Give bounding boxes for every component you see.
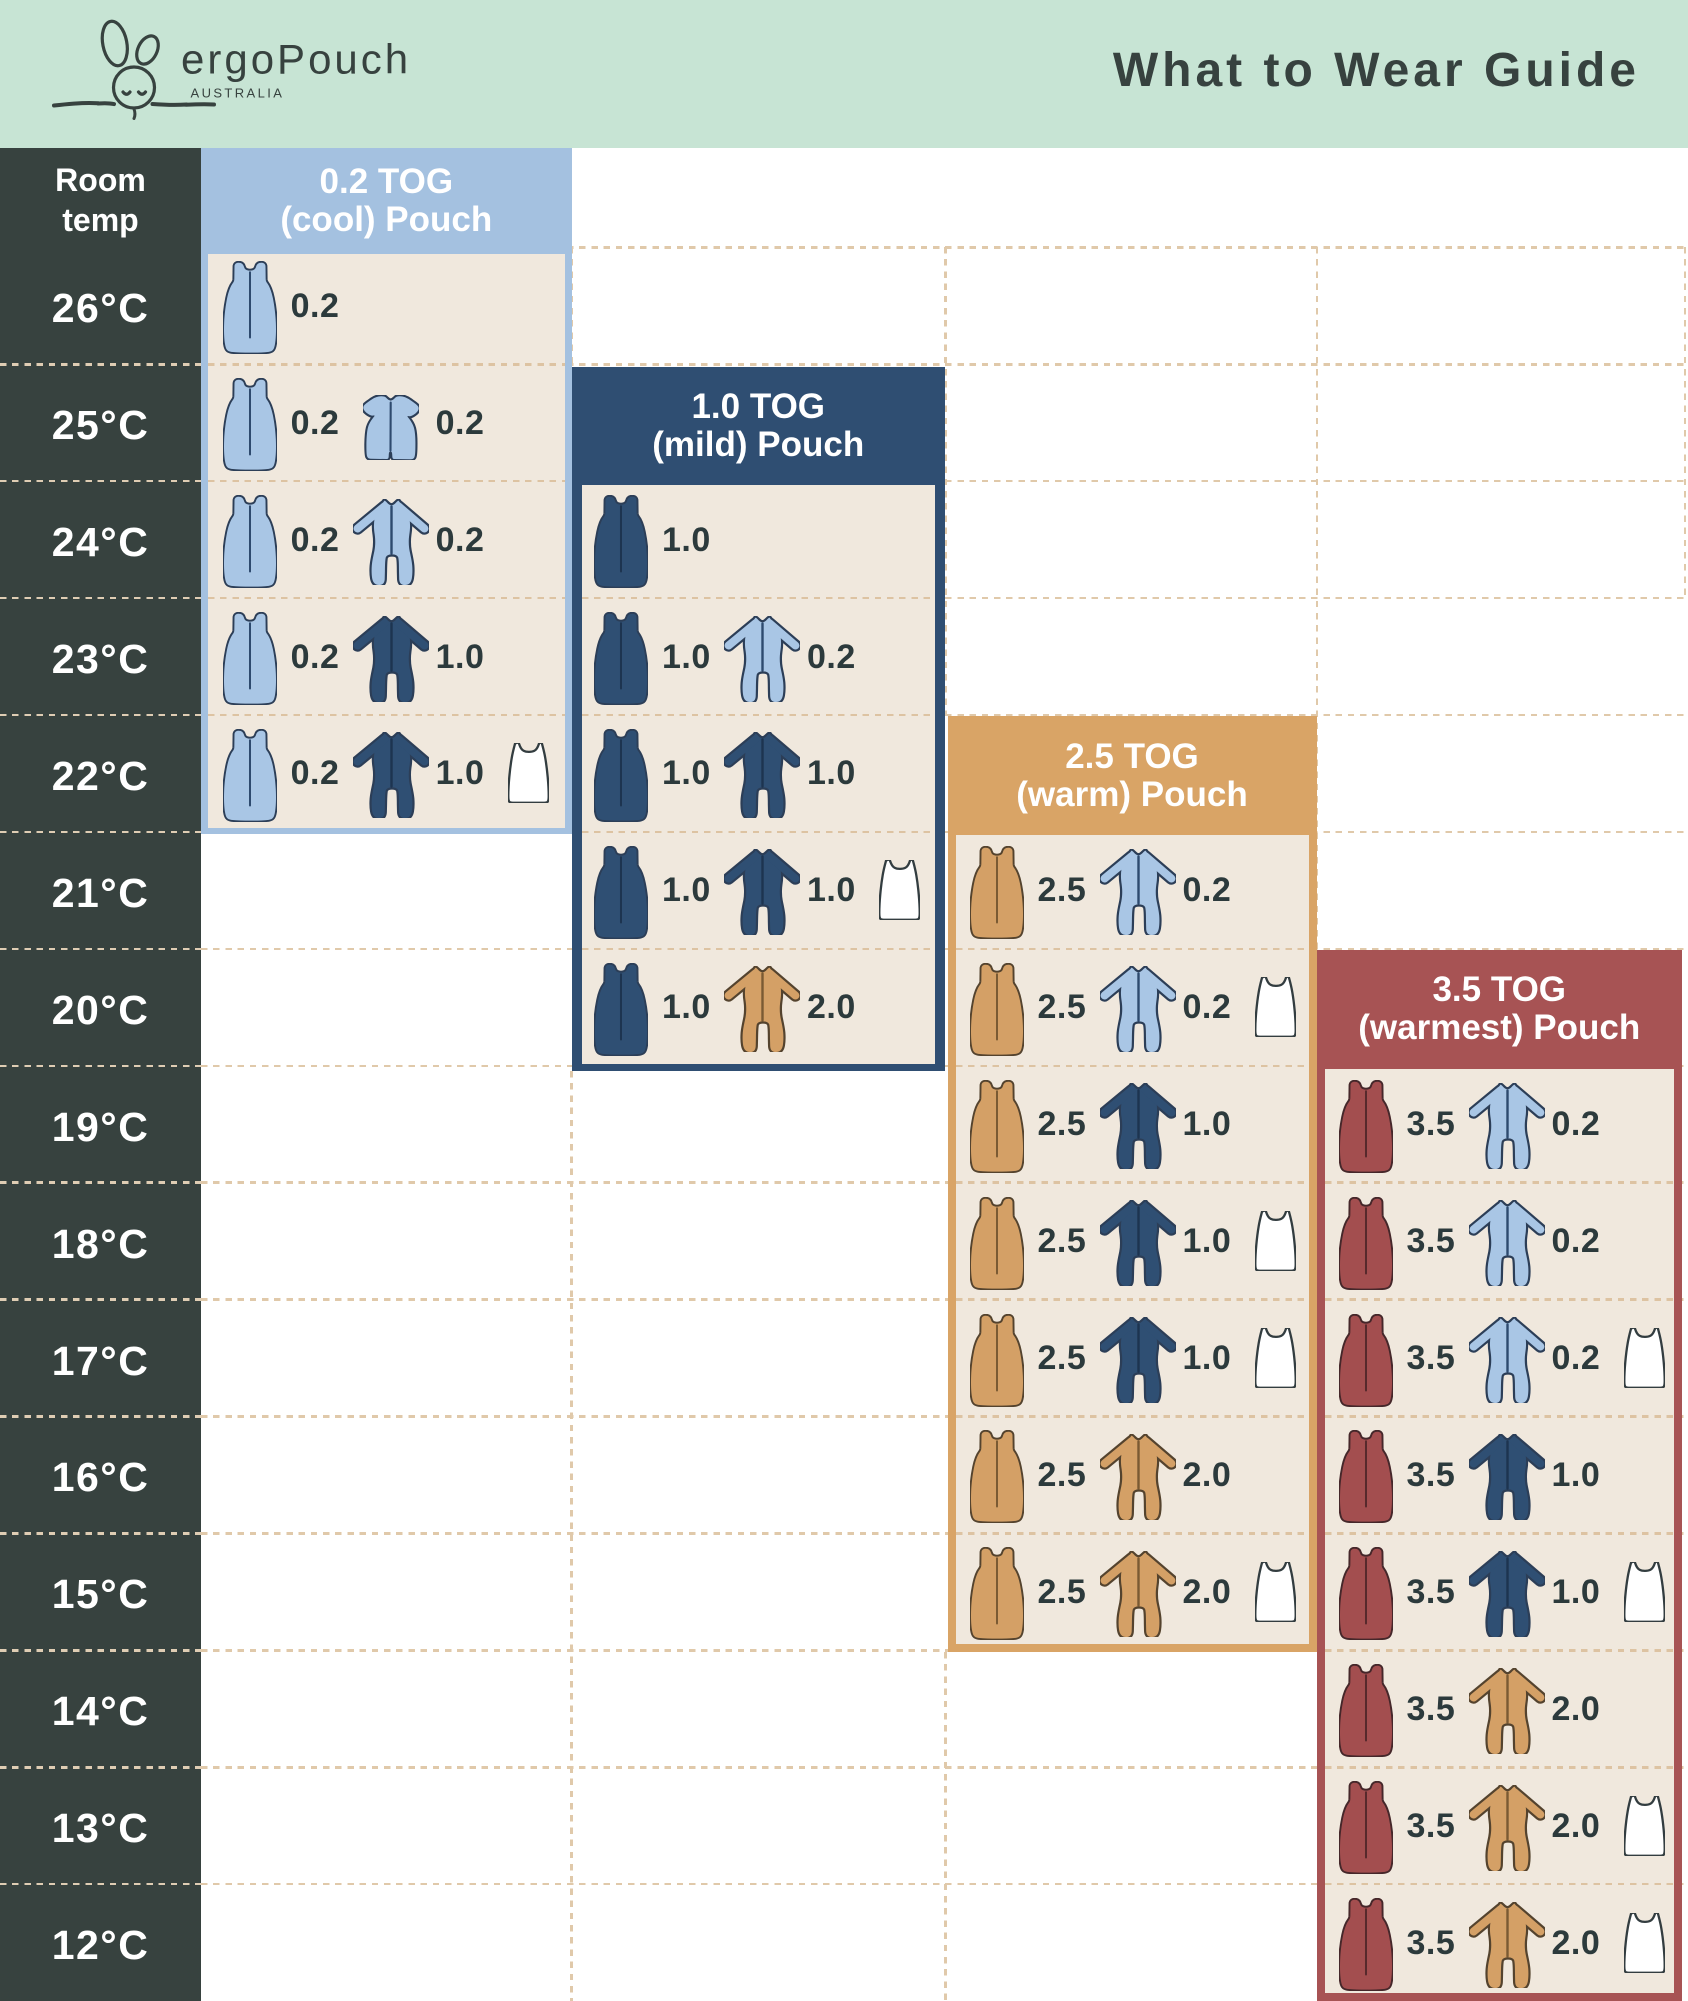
svg-text:ergoPouch: ergoPouch: [181, 36, 411, 83]
svg-text:AUSTRALIA: AUSTRALIA: [191, 86, 285, 101]
